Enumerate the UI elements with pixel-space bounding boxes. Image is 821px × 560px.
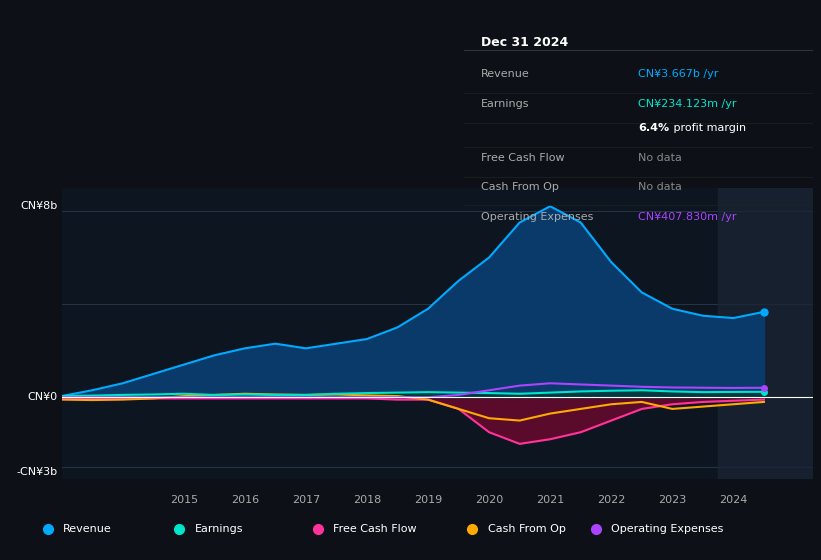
Text: Revenue: Revenue [481, 69, 530, 79]
Text: 2016: 2016 [231, 496, 259, 506]
Text: profit margin: profit margin [670, 123, 745, 133]
Text: 2015: 2015 [170, 496, 198, 506]
Text: CN¥3.667b /yr: CN¥3.667b /yr [639, 69, 718, 79]
Text: 2017: 2017 [291, 496, 320, 506]
Text: 2020: 2020 [475, 496, 503, 506]
Text: CN¥8b: CN¥8b [21, 201, 57, 211]
Bar [718, 188, 813, 479]
Text: Operating Expenses: Operating Expenses [481, 212, 594, 222]
Text: 2023: 2023 [658, 496, 686, 506]
Text: 2024: 2024 [719, 496, 748, 506]
Text: CN¥407.830m /yr: CN¥407.830m /yr [639, 212, 736, 222]
Text: Cash From Op: Cash From Op [481, 181, 559, 192]
Text: Revenue: Revenue [63, 524, 112, 534]
Text: No data: No data [639, 181, 682, 192]
Text: No data: No data [639, 153, 682, 164]
Text: CN¥0: CN¥0 [28, 392, 57, 402]
Text: Free Cash Flow: Free Cash Flow [481, 153, 565, 164]
Text: 2018: 2018 [353, 496, 381, 506]
Text: CN¥234.123m /yr: CN¥234.123m /yr [639, 99, 736, 109]
Text: Earnings: Earnings [481, 99, 530, 109]
Text: -CN¥3b: -CN¥3b [16, 467, 57, 477]
Text: 2021: 2021 [536, 496, 564, 506]
Text: Operating Expenses: Operating Expenses [611, 524, 723, 534]
Text: Earnings: Earnings [195, 524, 243, 534]
Text: 6.4%: 6.4% [639, 123, 669, 133]
Text: Free Cash Flow: Free Cash Flow [333, 524, 417, 534]
Text: 2022: 2022 [597, 496, 626, 506]
Text: Cash From Op: Cash From Op [488, 524, 566, 534]
Text: Dec 31 2024: Dec 31 2024 [481, 36, 569, 49]
Text: 2019: 2019 [414, 496, 443, 506]
